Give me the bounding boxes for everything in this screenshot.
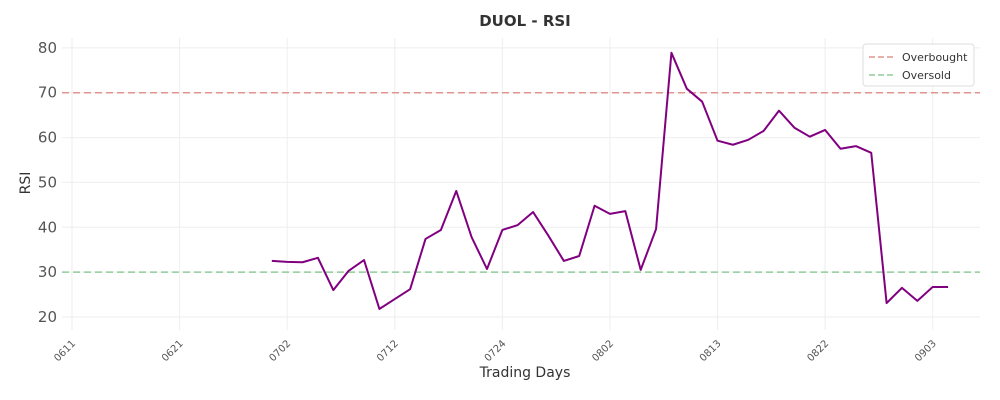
x-tick-label: 0611 xyxy=(52,338,78,364)
y-tick-label: 70 xyxy=(38,84,57,102)
legend: Overbought Oversold xyxy=(862,43,975,87)
y-axis-label: RSI xyxy=(18,172,34,195)
legend-label: Overbought xyxy=(902,51,968,64)
y-tick-label: 50 xyxy=(38,173,57,191)
x-tick-label: 0712 xyxy=(375,338,401,364)
chart-title: DUOL - RSI xyxy=(479,12,571,30)
y-tick-label: 60 xyxy=(38,129,57,147)
y-tick-label: 30 xyxy=(38,263,57,281)
x-tick-label: 0702 xyxy=(268,338,294,364)
x-tick-label: 0813 xyxy=(698,338,724,364)
y-tick-label: 40 xyxy=(38,218,57,236)
x-tick-label: 0822 xyxy=(805,338,831,364)
x-tick-label: 0903 xyxy=(913,338,939,364)
x-tick-label: 0621 xyxy=(160,338,186,364)
x-tick-label: 0802 xyxy=(590,338,616,364)
x-tick-label: 0724 xyxy=(483,338,509,364)
x-axis-label: Trading Days xyxy=(479,365,571,381)
rsi-line xyxy=(271,51,949,310)
legend-label: Oversold xyxy=(902,69,951,82)
y-tick-label: 80 xyxy=(38,39,57,57)
y-tick-label: 20 xyxy=(38,308,57,326)
